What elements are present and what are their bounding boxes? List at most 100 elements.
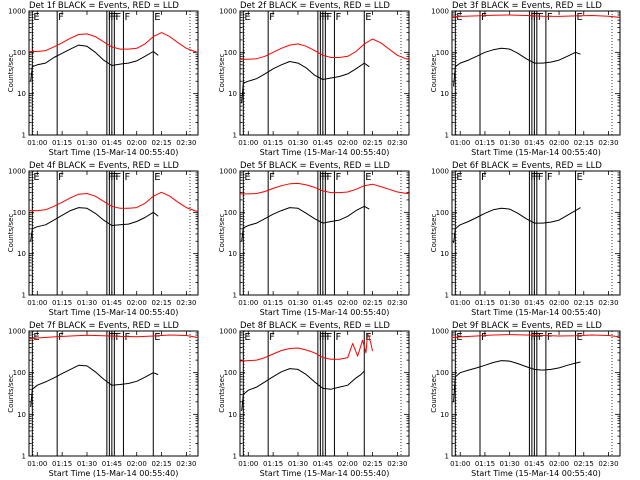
series-events-line [241, 368, 365, 412]
x-tick-label: 01:30 [500, 299, 520, 307]
x-axis-label: Start Time (15-Mar-14 00:55:40) [49, 308, 179, 317]
x-tick-label: 01:30 [77, 139, 97, 147]
marker-label: E [154, 172, 160, 183]
marker-label: F [538, 332, 544, 343]
marker-label: E [33, 12, 39, 23]
x-tick-label: 01:30 [288, 460, 308, 468]
marker-label: F [321, 172, 327, 183]
y-tick-label: 1000 [8, 8, 26, 16]
x-axis-label: Start Time (15-Mar-14 00:55:40) [471, 469, 601, 478]
y-tick-label: 1000 [8, 328, 26, 336]
y-tick-label: 100 [436, 209, 449, 217]
x-tick-label: 01:30 [500, 139, 520, 147]
plot-frame [239, 170, 410, 296]
x-tick-label: 01:00 [27, 299, 47, 307]
marker-label: F [115, 172, 121, 183]
x-tick-label: 02:30 [176, 299, 196, 307]
marker-label: E [577, 172, 583, 183]
marker-label: F [535, 12, 541, 23]
marker-label: F [113, 12, 119, 23]
plot-frame [451, 170, 621, 296]
x-tick-label: 01:00 [450, 460, 470, 468]
x-tick-label: 02:30 [387, 299, 407, 307]
x-tick-label: 02:15 [574, 139, 594, 147]
marker-label: F [115, 332, 121, 343]
series-lld-line [240, 38, 410, 60]
y-tick-label: 100 [436, 49, 449, 57]
x-tick-label: 01:15 [475, 299, 495, 307]
x-tick-label: 02:15 [574, 460, 594, 468]
x-tick-label: 01:30 [77, 299, 97, 307]
x-tick-label: 01:45 [524, 299, 544, 307]
x-axis-label: Start Time (15-Mar-14 00:55:40) [260, 308, 390, 317]
marker-label: F [269, 12, 275, 23]
x-tick-label: 02:15 [574, 299, 594, 307]
y-tick-label: 100 [436, 369, 449, 377]
y-axis-label: Counts/sec [218, 214, 226, 253]
marker-label: E [365, 12, 371, 23]
marker-label: F [533, 12, 539, 23]
y-tick-label: 100 [224, 369, 237, 377]
series-lld-line [29, 191, 199, 212]
x-tick-label: 01:15 [263, 299, 283, 307]
marker-label: E [365, 172, 371, 183]
y-tick-label: 1 [445, 292, 449, 300]
x-tick-label: 02:30 [598, 139, 618, 147]
x-tick-label: 01:15 [263, 139, 283, 147]
x-tick-label: 01:00 [450, 139, 470, 147]
x-tick-label: 01:45 [524, 139, 544, 147]
x-tick-label: 02:30 [387, 139, 407, 147]
plot-frame [451, 330, 621, 457]
x-tick-label: 01:00 [238, 299, 258, 307]
marker-label: F [124, 332, 130, 343]
x-tick-label: 01:15 [52, 460, 72, 468]
panel-7: Det 7f BLACK = Events, RED = LLD 1 10 100 10… [7, 321, 199, 478]
marker-label: F [326, 172, 332, 183]
y-tick-label: 100 [13, 209, 26, 217]
marker-label: F [481, 332, 487, 343]
marker-label: F [547, 172, 553, 183]
series-events-line [453, 207, 581, 244]
y-tick-label: 1 [233, 292, 237, 300]
y-tick-label: 100 [13, 369, 26, 377]
marker-label: F [269, 172, 275, 183]
marker-label: F [319, 172, 325, 183]
x-tick-label: 01:00 [450, 299, 470, 307]
marker-label: F [533, 172, 539, 183]
marker-label: E [365, 332, 371, 343]
panel-title: Det 2f BLACK = Events, RED = LLD [240, 1, 390, 11]
marker-label: F [110, 12, 116, 23]
y-tick-label: 1000 [431, 8, 449, 16]
y-tick-label: 1 [445, 453, 449, 461]
panel-4: Det 4f BLACK = Events, RED = LLD 1 10 100 10… [7, 161, 199, 317]
marker-label: F [110, 172, 116, 183]
x-tick-label: 02:00 [127, 460, 147, 468]
marker-label: E [244, 332, 250, 343]
x-axis-label: Start Time (15-Mar-14 00:55:40) [260, 469, 390, 478]
marker-label: F [124, 172, 130, 183]
y-tick-label: 1 [22, 292, 26, 300]
marker-label: F [326, 12, 332, 23]
marker-label: E [456, 172, 462, 183]
x-tick-label: 02:15 [151, 460, 171, 468]
marker-label: F [547, 12, 553, 23]
x-tick-label: 01:45 [313, 139, 333, 147]
series-events-line [241, 61, 370, 103]
x-tick-label: 01:00 [27, 139, 47, 147]
x-tick-label: 01:45 [524, 460, 544, 468]
x-tick-label: 02:00 [338, 460, 358, 468]
plot-frame [28, 330, 199, 457]
y-tick-label: 10 [440, 250, 449, 258]
y-tick-label: 1000 [431, 328, 449, 336]
panel-title: Det 8f BLACK = Events, RED = LLD [240, 321, 390, 331]
marker-label: F [324, 12, 330, 23]
marker-label: F [113, 172, 119, 183]
x-tick-label: 02:15 [151, 299, 171, 307]
series-lld-line [451, 334, 621, 338]
panel-3: Det 3f BLACK = Events, RED = LLD 1 10 100 10… [430, 1, 621, 157]
marker-label: F [538, 12, 544, 23]
panel-title: Det 1f BLACK = Events, RED = LLD [29, 1, 179, 11]
y-tick-label: 10 [17, 250, 26, 258]
plot-frame [239, 10, 410, 136]
x-tick-label: 02:15 [362, 460, 382, 468]
